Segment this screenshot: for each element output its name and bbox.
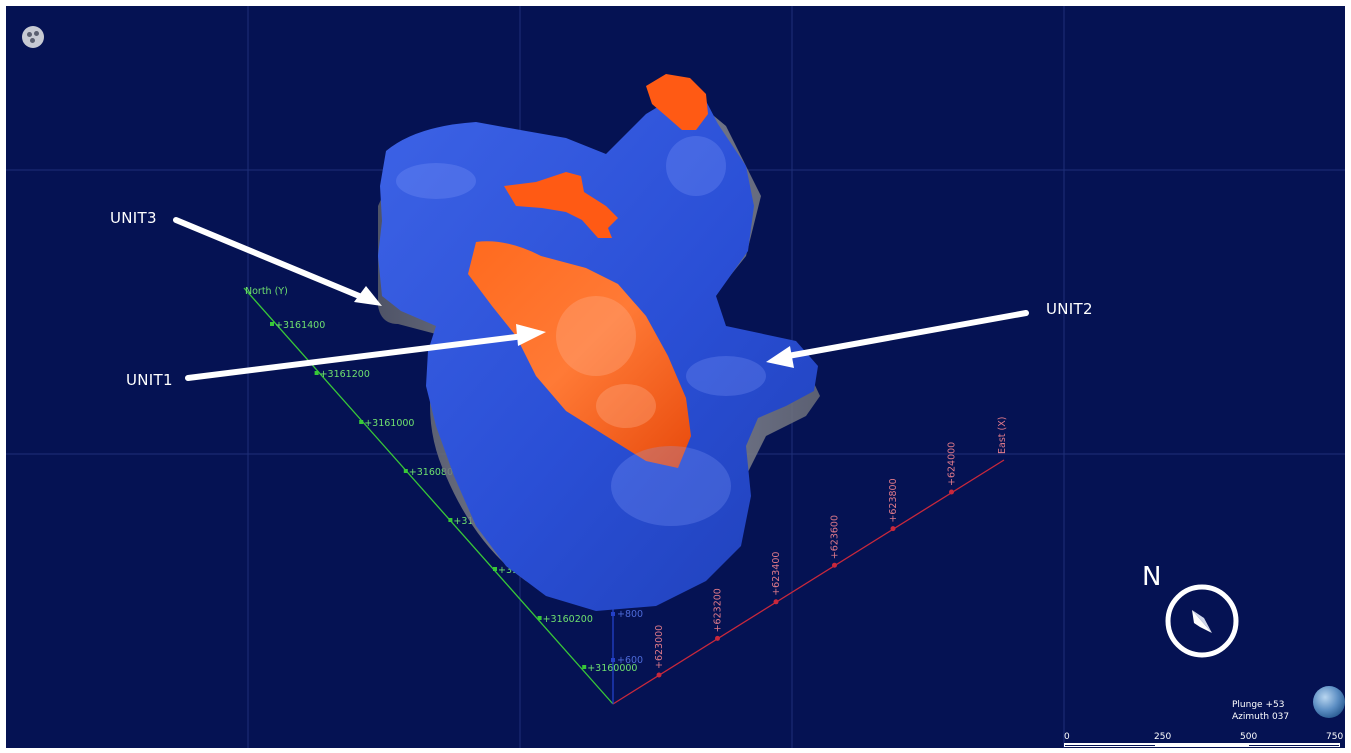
- unit2-label: UNIT2: [1046, 300, 1093, 318]
- z-tick-marker: [611, 658, 615, 662]
- azimuth-text: Azimuth 037: [1232, 711, 1289, 723]
- geology-model[interactable]: [378, 74, 820, 611]
- scale-label-0: 0: [1064, 732, 1070, 742]
- north-tick-marker: [582, 665, 586, 669]
- view-tool-icon[interactable]: [22, 26, 44, 48]
- north-tick-label: +3161400: [275, 320, 325, 331]
- east-tick-label: +623000: [654, 625, 665, 669]
- scale-label-750: 750: [1326, 732, 1343, 742]
- north-tick-marker: [493, 567, 497, 571]
- east-tick-marker: [949, 490, 954, 495]
- east-tick-label: +624000: [947, 442, 958, 486]
- unit1-label: UNIT1: [126, 371, 173, 389]
- north-tick-marker: [359, 420, 363, 424]
- 3d-viewport[interactable]: North (Y) +3161400 +3161200 +3161000 +31608…: [6, 6, 1345, 748]
- north-tick-label: +3161000: [364, 418, 414, 429]
- north-tick-marker: [448, 518, 452, 522]
- east-tick-label: +623600: [830, 515, 841, 559]
- z-tick-label: +600: [617, 655, 643, 666]
- scale-label-250: 250: [1154, 732, 1171, 742]
- z-tick-label: +800: [617, 609, 643, 620]
- east-tick-marker: [657, 673, 662, 678]
- north-tick-marker: [538, 616, 542, 620]
- east-tick-label: +623200: [713, 588, 724, 632]
- east-tick-marker: [891, 526, 896, 531]
- unit3-label: UNIT3: [110, 209, 157, 227]
- east-tick-marker: [774, 599, 779, 604]
- east-tick-label: +623400: [771, 552, 782, 596]
- east-axis-label: East (X): [997, 417, 1008, 454]
- scale-label-500: 500: [1240, 732, 1257, 742]
- north-axis-label: North (Y): [245, 286, 288, 297]
- east-tick-marker: [832, 563, 837, 568]
- north-tick-marker: [404, 469, 408, 473]
- z-tick-marker: [611, 612, 615, 616]
- north-tick-label: +3161200: [320, 369, 370, 380]
- orientation-readout: Plunge +53 Azimuth 037: [1232, 699, 1289, 723]
- plunge-text: Plunge +53: [1232, 699, 1289, 711]
- scale-bar: 0 250 500 750: [1064, 732, 1344, 748]
- compass-icon[interactable]: [1164, 583, 1240, 659]
- north-tick-marker: [315, 371, 319, 375]
- north-tick-label: +3160200: [543, 614, 593, 625]
- north-letter: N: [1142, 562, 1161, 592]
- north-tick-marker: [270, 322, 274, 326]
- scene-canvas[interactable]: North (Y) +3161400+3161200+3161000+31608…: [6, 6, 1345, 748]
- globe-icon[interactable]: [1313, 686, 1345, 718]
- east-tick-label: +623800: [888, 478, 899, 522]
- east-tick-marker: [715, 636, 720, 641]
